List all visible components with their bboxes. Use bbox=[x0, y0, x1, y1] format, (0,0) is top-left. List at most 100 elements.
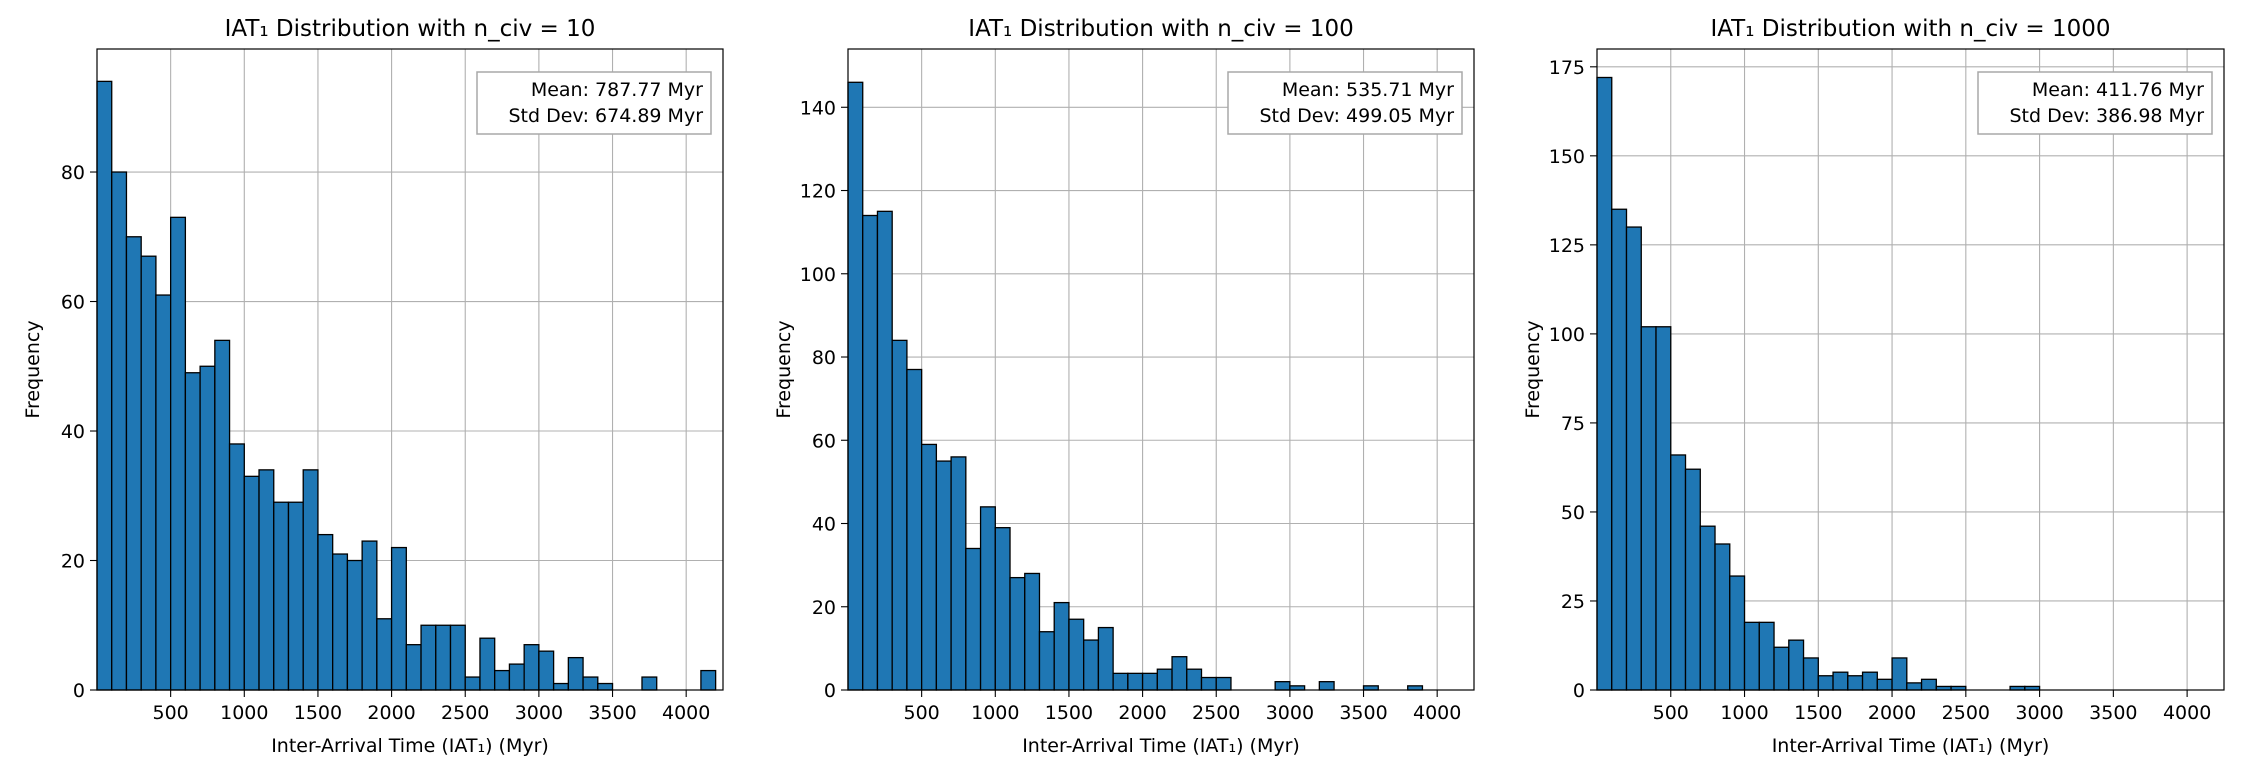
histogram-bar bbox=[1318, 681, 1335, 691]
histogram-bar bbox=[464, 676, 481, 691]
histogram-bar bbox=[140, 255, 157, 691]
histogram-bar bbox=[597, 682, 614, 691]
histogram-bar bbox=[1802, 657, 1819, 691]
histogram-bar bbox=[273, 501, 290, 691]
histogram-bar bbox=[582, 676, 599, 691]
y-tick-label: 0 bbox=[824, 680, 836, 702]
histogram-bar bbox=[906, 368, 923, 691]
chart-panel-2: 500 1000 1500 2000 2500 3000 3500 4000 0 20 40 60 80… bbox=[773, 16, 1475, 757]
y-tick-label: 50 bbox=[1561, 502, 1585, 524]
histogram-bar bbox=[1670, 454, 1687, 691]
chart-title: IAT₁ Distribution with n_civ = 1000 bbox=[1710, 16, 2110, 42]
histogram-bar bbox=[214, 339, 231, 691]
y-tick-label: 75 bbox=[1561, 413, 1585, 435]
x-tick-label: 2500 bbox=[441, 702, 489, 724]
histogram-bar bbox=[96, 80, 113, 691]
histogram-bar bbox=[1699, 525, 1716, 691]
stats-mean: Mean: 411.76 Myr bbox=[2032, 79, 2204, 101]
histogram-bar bbox=[390, 546, 407, 691]
histogram-bar bbox=[1773, 646, 1790, 691]
histogram-bar bbox=[199, 365, 216, 691]
x-tick-label: 3500 bbox=[1339, 702, 1387, 724]
y-tick-label: 120 bbox=[800, 181, 836, 203]
histogram-bar bbox=[435, 624, 452, 691]
histogram-bar bbox=[1891, 657, 1908, 691]
y-tick-label: 60 bbox=[61, 292, 85, 314]
stats-mean: Mean: 787.77 Myr bbox=[531, 79, 703, 101]
y-tick-label: 125 bbox=[1549, 235, 1585, 257]
histogram-bar bbox=[317, 533, 334, 691]
histogram-bar bbox=[494, 669, 511, 691]
histogram-bar bbox=[1876, 678, 1893, 691]
histogram-bar bbox=[994, 527, 1011, 691]
histogram-bar bbox=[1743, 621, 1760, 691]
histogram-bar bbox=[1596, 76, 1613, 691]
histogram-bar bbox=[1083, 639, 1100, 691]
histogram-bar bbox=[1625, 226, 1642, 691]
axes-frame bbox=[96, 48, 724, 691]
x-tick-label: 4000 bbox=[662, 702, 710, 724]
x-tick-label: 1000 bbox=[220, 702, 268, 724]
x-tick-label: 3500 bbox=[2089, 702, 2137, 724]
x-tick-label: 2000 bbox=[1868, 702, 1916, 724]
histogram-bar bbox=[538, 650, 555, 691]
x-tick-label: 2000 bbox=[367, 702, 415, 724]
x-tick-label: 3000 bbox=[515, 702, 563, 724]
y-tick-label: 20 bbox=[812, 597, 836, 619]
histogram-bar bbox=[346, 559, 363, 691]
histogram-bar bbox=[876, 210, 893, 691]
histogram-bar bbox=[1053, 601, 1070, 691]
histogram-bar bbox=[1906, 682, 1923, 691]
histogram-bar bbox=[1640, 326, 1657, 691]
x-tick-label: 1500 bbox=[1794, 702, 1842, 724]
histogram-bar bbox=[891, 339, 908, 691]
y-tick-label: 100 bbox=[800, 264, 836, 286]
y-tick-label: 25 bbox=[1561, 591, 1585, 613]
y-tick-label: 175 bbox=[1549, 57, 1585, 79]
histogram-bar bbox=[1832, 671, 1849, 691]
x-axis-label: Inter-Arrival Time (IAT₁) (Myr) bbox=[271, 735, 549, 757]
histogram-bar bbox=[965, 547, 982, 691]
x-tick-label: 1500 bbox=[294, 702, 342, 724]
y-tick-label: 100 bbox=[1549, 324, 1585, 346]
histogram-bar bbox=[1024, 572, 1041, 691]
histogram-bar bbox=[1127, 672, 1144, 691]
histogram-bar bbox=[862, 214, 879, 691]
axes-frame bbox=[1596, 48, 2225, 691]
histogram-bar bbox=[1714, 543, 1731, 691]
x-tick-label: 2000 bbox=[1118, 702, 1166, 724]
histogram-bar bbox=[1038, 631, 1055, 691]
y-axis-label: Frequency bbox=[773, 320, 795, 418]
y-tick-label: 0 bbox=[73, 680, 85, 702]
histogram-bar bbox=[1920, 678, 1937, 691]
histogram-bar bbox=[1097, 626, 1114, 691]
histogram-bar bbox=[1009, 576, 1026, 691]
histogram-bar bbox=[552, 682, 569, 691]
x-tick-label: 4000 bbox=[1413, 702, 1461, 724]
histogram-bar bbox=[287, 501, 304, 691]
histogram-bar bbox=[361, 540, 378, 691]
histogram-bar bbox=[479, 637, 496, 691]
x-tick-label: 3000 bbox=[1266, 702, 1314, 724]
histogram-bar bbox=[1817, 675, 1834, 691]
histogram-bar bbox=[1141, 672, 1158, 691]
histogram-bar bbox=[258, 469, 275, 691]
y-axis-label: Frequency bbox=[22, 320, 44, 418]
histogram-bar bbox=[184, 372, 201, 691]
histogram-bar bbox=[847, 81, 864, 691]
histogram-bar bbox=[1200, 676, 1217, 691]
x-tick-label: 1000 bbox=[971, 702, 1019, 724]
chart-panel-1: 500 1000 1500 2000 2500 3000 3500 4000 0 20 40 60 80… bbox=[22, 16, 724, 757]
x-tick-label: 500 bbox=[153, 702, 189, 724]
histogram-bar bbox=[508, 663, 525, 691]
chart-title: IAT₁ Distribution with n_civ = 100 bbox=[968, 16, 1353, 42]
histogram-bar bbox=[1861, 671, 1878, 691]
histogram-bar bbox=[332, 553, 349, 691]
histogram-bar bbox=[1156, 668, 1173, 691]
histogram-bar bbox=[935, 460, 952, 691]
x-tick-label: 1500 bbox=[1045, 702, 1093, 724]
histogram-bar bbox=[1407, 685, 1424, 691]
histogram-bar bbox=[1068, 618, 1085, 691]
x-tick-label: 2500 bbox=[1192, 702, 1240, 724]
